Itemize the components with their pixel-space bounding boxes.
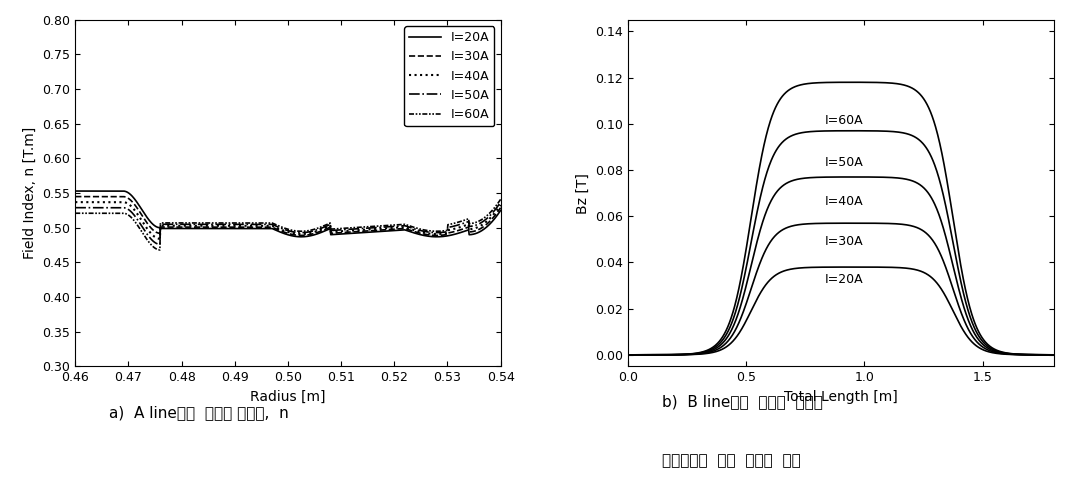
I=60A (69, 210, 82, 216)
I=50A (316, 225, 329, 231)
Line: I=40A: I=40A (75, 202, 501, 239)
Y-axis label: Bz [T]: Bz [T] (576, 173, 590, 214)
I=40A (95, 199, 108, 205)
I=30A (435, 232, 448, 238)
Text: b)  B line상의  자기장  변화와: b) B line상의 자기장 변화와 (662, 394, 823, 409)
I=40A (69, 199, 82, 205)
Text: I=40A: I=40A (825, 195, 863, 208)
Text: a)  A line상의  자기장 인덱스,  n: a) A line상의 자기장 인덱스, n (110, 405, 289, 420)
I=40A (392, 225, 405, 231)
I=30A (494, 205, 507, 211)
I=60A (328, 226, 341, 232)
I=50A (341, 227, 354, 233)
I=50A (69, 205, 82, 211)
Text: I=20A: I=20A (825, 273, 863, 286)
I=40A (328, 229, 341, 235)
I=30A (430, 233, 443, 239)
I=20A (430, 234, 443, 240)
I=20A (391, 227, 404, 233)
I=30A (340, 229, 353, 235)
Line: I=50A: I=50A (75, 202, 501, 245)
I=60A (392, 222, 405, 228)
I=50A (494, 199, 507, 205)
I=20A (435, 234, 448, 240)
I=60A (435, 228, 448, 234)
I=60A (95, 210, 108, 216)
I=30A (327, 230, 340, 236)
I=50A (328, 227, 341, 233)
I=30A (391, 226, 404, 232)
I=20A (316, 229, 329, 235)
I=50A (435, 230, 448, 236)
Text: I=30A: I=30A (825, 235, 863, 248)
I=50A (154, 242, 167, 248)
Text: I=60A: I=60A (825, 114, 863, 127)
I=20A (340, 231, 353, 237)
X-axis label: Radius [m]: Radius [m] (250, 390, 326, 404)
I=60A (316, 223, 329, 229)
X-axis label: Total Length [m]: Total Length [m] (784, 390, 898, 404)
I=40A (494, 202, 507, 208)
I=40A (341, 228, 354, 234)
I=40A (154, 236, 167, 242)
I=60A (154, 247, 167, 253)
I=50A (392, 223, 405, 229)
I=30A (69, 193, 82, 199)
I=50A (95, 205, 108, 211)
I=40A (435, 231, 448, 237)
I=20A (327, 232, 340, 238)
I=60A (494, 196, 507, 202)
I=40A (316, 226, 329, 232)
Line: I=20A: I=20A (75, 191, 501, 237)
Text: 코일전류에  따른  자기장  변화: 코일전류에 따른 자기장 변화 (662, 453, 801, 469)
Legend: I=20A, I=30A, I=40A, I=50A, I=60A: I=20A, I=30A, I=40A, I=50A, I=60A (404, 26, 494, 126)
Line: I=30A: I=30A (75, 196, 501, 236)
Y-axis label: Field Index, n [T.m]: Field Index, n [T.m] (23, 127, 37, 259)
I=30A (95, 193, 108, 199)
I=60A (341, 225, 354, 231)
I=20A (95, 188, 108, 194)
I=20A (69, 188, 82, 194)
Text: I=50A: I=50A (825, 156, 863, 169)
I=20A (494, 207, 507, 213)
I=30A (316, 228, 329, 234)
Line: I=60A: I=60A (75, 199, 501, 250)
